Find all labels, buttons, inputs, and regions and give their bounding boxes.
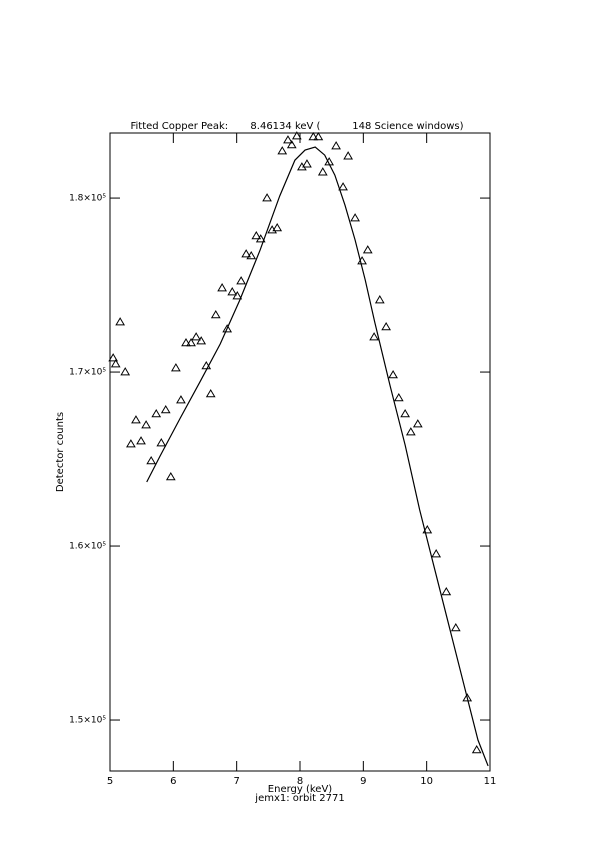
data-point xyxy=(191,332,202,341)
data-point xyxy=(381,322,392,331)
data-point xyxy=(160,404,171,414)
data-point xyxy=(136,436,146,445)
y-axis-label: Detector counts xyxy=(55,412,66,492)
chart-title: Fitted Copper Peak: 8.46134 keV ( 148 Sc… xyxy=(130,121,463,132)
x-tick-label: 5 xyxy=(107,776,113,787)
data-point xyxy=(331,141,341,150)
fit-line xyxy=(146,146,489,767)
x-tick-label: 6 xyxy=(170,776,176,787)
data-point xyxy=(405,427,416,436)
data-point xyxy=(222,324,233,333)
data-point xyxy=(176,395,186,404)
x-tick-label: 7 xyxy=(233,776,239,787)
y-tick-label: 1.6×10⁵ xyxy=(69,542,106,552)
data-point xyxy=(236,276,246,285)
data-point xyxy=(131,415,141,424)
data-point xyxy=(181,338,191,347)
data-point xyxy=(291,131,302,140)
x-axis-label: Energy (keV) xyxy=(268,784,333,795)
data-point xyxy=(393,392,404,402)
data-point xyxy=(441,586,452,596)
data-point xyxy=(151,408,162,418)
data-point xyxy=(471,744,482,754)
data-point xyxy=(369,332,379,341)
data-point xyxy=(400,408,411,418)
data-point xyxy=(196,336,207,345)
data-point xyxy=(227,287,238,296)
subtitle: jemx1: orbit 2771 xyxy=(254,793,344,804)
data-point xyxy=(120,367,131,376)
data-point xyxy=(343,151,354,160)
y-tick-label: 1.5×10⁵ xyxy=(69,716,106,726)
data-point xyxy=(412,419,423,428)
data-point xyxy=(422,525,433,534)
data-point xyxy=(308,132,319,141)
data-point xyxy=(186,338,196,347)
data-point xyxy=(388,370,398,379)
data-point xyxy=(302,159,312,168)
data-point xyxy=(317,167,328,176)
x-tick-label: 8 xyxy=(297,776,303,787)
data-point xyxy=(108,353,119,362)
data-point xyxy=(286,140,297,149)
data-point xyxy=(362,245,373,254)
data-point xyxy=(462,693,473,702)
data-point xyxy=(217,283,227,292)
data-point xyxy=(272,223,283,232)
x-tick-label: 9 xyxy=(360,776,366,787)
data-point xyxy=(431,549,442,558)
x-tick-label: 10 xyxy=(420,776,433,787)
x-tick-label: 11 xyxy=(484,776,497,787)
data-point xyxy=(246,251,257,260)
data-point xyxy=(277,146,288,155)
data-point xyxy=(350,213,360,222)
data-point xyxy=(251,231,262,240)
data-point xyxy=(283,135,293,144)
data-point xyxy=(338,182,348,191)
data-point xyxy=(126,439,136,448)
data-point xyxy=(450,622,461,632)
data-point xyxy=(255,234,266,243)
data-point xyxy=(156,438,167,447)
data-point xyxy=(110,359,121,368)
data-point xyxy=(146,455,157,465)
data-point xyxy=(170,363,181,372)
data-point xyxy=(115,317,126,326)
data-point xyxy=(165,471,176,481)
data-point xyxy=(313,132,324,141)
y-tick-label: 1.8×10⁵ xyxy=(69,194,106,204)
data-point xyxy=(262,193,272,202)
plot-frame xyxy=(109,132,491,772)
data-point xyxy=(232,291,243,300)
y-tick-label: 1.7×10⁵ xyxy=(69,368,106,378)
data-point xyxy=(241,249,252,258)
data-point xyxy=(210,310,221,319)
data-point xyxy=(205,388,216,398)
data-point xyxy=(374,295,385,304)
data-point xyxy=(141,420,151,429)
